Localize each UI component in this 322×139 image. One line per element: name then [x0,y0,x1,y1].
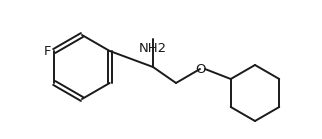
Text: O: O [195,63,205,75]
Text: F: F [43,44,51,58]
Text: NH2: NH2 [139,42,167,55]
